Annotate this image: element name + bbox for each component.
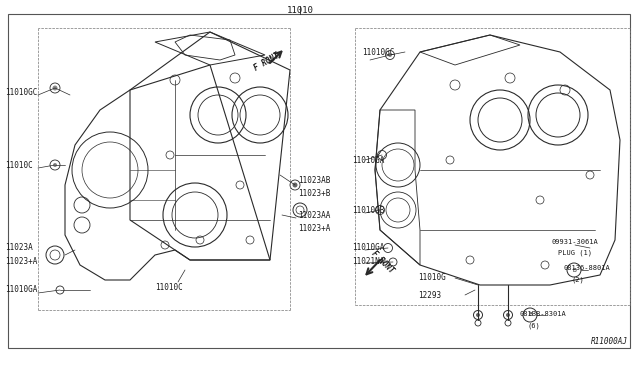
Text: 11023AA: 11023AA — [298, 211, 330, 219]
Text: 12293: 12293 — [418, 291, 441, 299]
Text: F RONT: F RONT — [252, 51, 280, 73]
Text: (6): (6) — [528, 323, 541, 329]
Text: 08136-8801A: 08136-8801A — [564, 265, 611, 271]
Circle shape — [53, 163, 57, 167]
Text: 11023A: 11023A — [5, 244, 33, 253]
Circle shape — [292, 183, 298, 187]
Text: PLUG (1): PLUG (1) — [558, 250, 592, 256]
Text: R11000AJ: R11000AJ — [591, 337, 628, 346]
Text: 11010GA: 11010GA — [352, 244, 385, 253]
Text: B: B — [528, 312, 532, 317]
Text: B: B — [572, 267, 576, 273]
Text: 11010GC: 11010GC — [362, 48, 394, 57]
Text: 11021NA: 11021NA — [352, 257, 385, 266]
Circle shape — [52, 86, 58, 90]
Text: 11010C: 11010C — [155, 283, 183, 292]
Text: 11010GB: 11010GB — [352, 205, 385, 215]
Text: 11023+A: 11023+A — [298, 224, 330, 232]
Text: (2): (2) — [572, 277, 585, 283]
Text: F RONT: F RONT — [370, 249, 396, 275]
Text: 11010G: 11010G — [418, 273, 445, 282]
Circle shape — [476, 313, 480, 317]
Text: 11010: 11010 — [287, 6, 314, 15]
Text: 11023+A: 11023+A — [5, 257, 37, 266]
Text: 11010C: 11010C — [5, 160, 33, 170]
Text: 081BB-8301A: 081BB-8301A — [520, 311, 567, 317]
Text: 11010GA: 11010GA — [5, 285, 37, 295]
Circle shape — [388, 53, 392, 57]
Circle shape — [506, 313, 510, 317]
Text: 11010GA: 11010GA — [352, 155, 385, 164]
Text: 11023AB: 11023AB — [298, 176, 330, 185]
Text: 09931-3061A: 09931-3061A — [552, 239, 599, 245]
Text: 11010GC: 11010GC — [5, 87, 37, 96]
Text: 11023+B: 11023+B — [298, 189, 330, 198]
Bar — [8, 14, 630, 348]
